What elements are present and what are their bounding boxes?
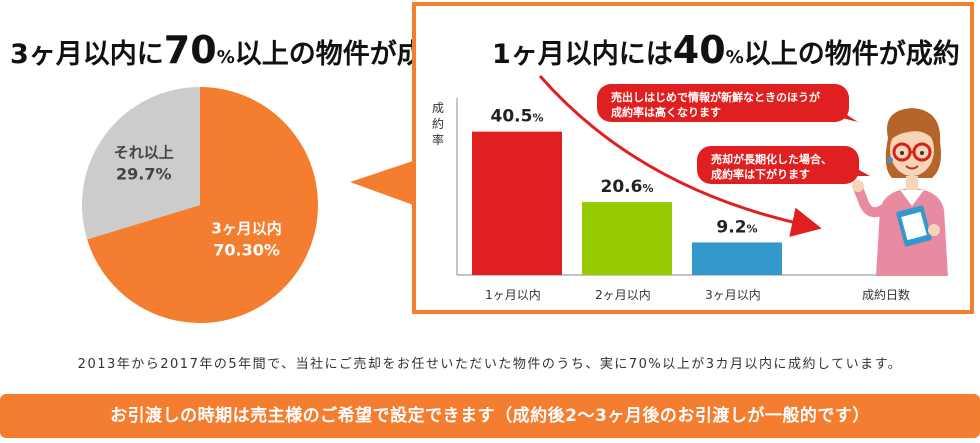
callout-long-line1: 売却が長期化した場合、 (711, 153, 832, 166)
bar-value-label-0: 40.5% (491, 107, 544, 127)
callout-fresh-line2: 成約率は高くなります (611, 106, 721, 119)
bar-1 (582, 202, 672, 275)
bar-2 (692, 242, 782, 275)
pie-slice-label-0: 3ヶ月以内 (211, 220, 281, 238)
bar-value-label-2: 9.2% (716, 217, 757, 237)
pie-slice-label-1: それ以上 (114, 143, 174, 161)
panel-pointer (350, 160, 416, 206)
y-axis-label-char-1: 約 (432, 116, 444, 131)
decline-arrow (538, 75, 822, 237)
pie-slice-1 (82, 87, 200, 240)
category-label-1: 2ヶ月以内 (595, 288, 651, 302)
right-title-suffix: 以上の物件が成約 (743, 39, 960, 70)
category-label-0: 1ヶ月以内 (485, 288, 541, 302)
callout-fresh: 売出しはじめで情報が新鮮なときのほうが 成約率は高くなります (597, 84, 849, 122)
handover-banner: お引渡しの時期は売主様のご希望で設定できます（成約後2〜3ヶ月後のお引渡しが一般… (0, 394, 980, 438)
bar-0 (472, 131, 562, 275)
woman-illustration (852, 108, 948, 276)
pie-slice-value-0: 70.30% (213, 241, 280, 260)
callout-fresh-tail (836, 108, 858, 122)
callout-fresh-line1: 売出しはじめで情報が新鮮なときのほうが (611, 91, 820, 104)
left-title-percent: % (216, 47, 235, 68)
callout-long: 売却が長期化した場合、 成約率は下がります (697, 146, 859, 184)
x-axis-label: 成約日数 (862, 287, 910, 302)
pie-chart: 3ヶ月以内 70.30% それ以上 29.7% (82, 87, 319, 323)
y-axis-label-char-0: 成 (432, 101, 444, 115)
left-title-prefix: 3ヶ月以内に (10, 39, 164, 70)
callout-long-tail (852, 166, 870, 176)
right-title-percent: % (725, 47, 744, 68)
pie-slice-value-1: 29.7% (116, 164, 172, 183)
right-title-big-number: 40 (672, 28, 726, 72)
left-title-big-number: 70 (163, 28, 217, 72)
category-label-2: 3ヶ月以内 (705, 288, 761, 302)
pie-slice-0 (87, 87, 319, 323)
footnote: 2013年から2017年の5年間で、当社にご売却をお任せいただいた物件のうち、実… (77, 357, 903, 372)
callout-long-line2: 成約率は下がります (711, 168, 810, 181)
bar-value-label-1: 20.6% (601, 177, 654, 197)
right-title: 1ヶ月以内には40%以上の物件が成約 (492, 28, 960, 72)
y-axis-label-char-2: 率 (432, 132, 444, 147)
right-title-prefix: 1ヶ月以内には (492, 39, 673, 70)
